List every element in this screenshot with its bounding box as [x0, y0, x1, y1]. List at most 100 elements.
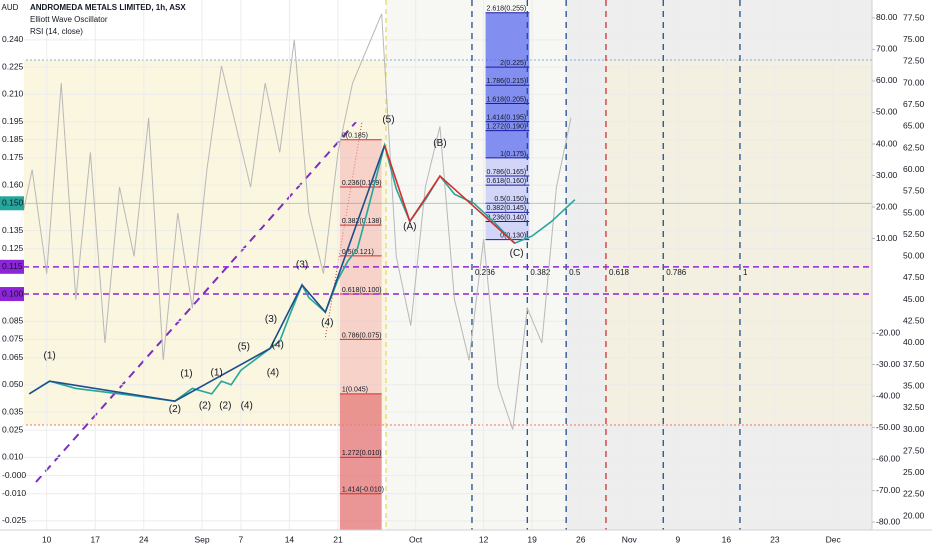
- x-tick-label: 9: [675, 534, 680, 544]
- fib-zone: [485, 157, 530, 240]
- y3-tick-label: 45.00: [903, 294, 925, 304]
- wave-label: (5): [382, 114, 394, 125]
- price-badge: [0, 196, 24, 211]
- y3-tick-label: 25.00: [903, 467, 925, 477]
- y3-tick-label: 50.00: [903, 251, 925, 261]
- y2-tick-label: 80.00: [876, 12, 898, 22]
- x-tick-label: 26: [576, 534, 586, 544]
- time-fib-label: 0.5: [569, 268, 581, 277]
- wave-label: (3): [265, 314, 277, 325]
- fib-level-label: 0.618(0.160): [487, 178, 527, 185]
- y-tick-label: 0.010: [2, 452, 24, 462]
- fib-level-label: 0.5(0.150): [494, 196, 526, 203]
- y2-tick-label: -50.00: [876, 422, 900, 432]
- wave-label: (4): [272, 340, 284, 351]
- time-fib-label: 0.786: [666, 268, 687, 277]
- fib-level-label: 2(0.225): [500, 60, 526, 67]
- y3-tick-label: 70.00: [903, 77, 925, 87]
- y-tick-label: 0.135: [2, 225, 24, 235]
- indicator-label: RSI (14, close): [30, 27, 83, 36]
- x-tick-label: 14: [285, 534, 295, 544]
- x-tick-label: 21: [333, 534, 343, 544]
- y2-tick-label: -40.00: [876, 390, 900, 400]
- fib-zone: [339, 393, 382, 530]
- wave-label: (4): [241, 400, 253, 411]
- y3-tick-label: 42.50: [903, 316, 925, 326]
- plot: 0(0.185) 0.236(0.159) 0.382(0.138) 0.5(0.12…: [3, 0, 872, 531]
- y3-tick-label: 67.50: [903, 99, 925, 109]
- wave-label: (5): [238, 341, 250, 352]
- wave-label: (A): [403, 222, 416, 233]
- y-tick-label: 0.065: [2, 352, 24, 362]
- x-tick-label: 10: [42, 534, 52, 544]
- y3-tick-label: 20.00: [903, 510, 925, 520]
- y2-tick-label: -30.00: [876, 359, 900, 369]
- x-tick-label: 19: [527, 534, 537, 544]
- y2-tick-label: 20.00: [876, 201, 898, 211]
- y-tick-label: 0.225: [2, 61, 24, 71]
- x-tick-label: Dec: [826, 534, 842, 544]
- fib-level-label: 1(0.045): [342, 387, 368, 394]
- y-tick-label: 0.075: [2, 334, 24, 344]
- fib-level-label: 0.5(0.121): [342, 249, 374, 256]
- y-tick-label: 0.175: [2, 152, 24, 162]
- x-tick-label: 7: [239, 534, 244, 544]
- trend-line: [324, 121, 363, 341]
- price-badge-label: 0.150: [2, 198, 24, 208]
- y2-tick-label: -60.00: [876, 453, 900, 463]
- y-tick-label: -0.025: [2, 515, 26, 525]
- y2-tick-label: 60.00: [876, 75, 898, 85]
- y2-tick-label: 50.00: [876, 107, 898, 117]
- indicator-label: Elliott Wave Oscillator: [30, 15, 108, 24]
- fib-level-label: 0.236(0.159): [342, 180, 382, 187]
- time-fib-label: 0.236: [475, 268, 496, 277]
- price-badge: [0, 287, 24, 302]
- fib-level-label: 0(0.130): [500, 232, 526, 239]
- zone-yellow: [22, 60, 386, 425]
- y-tick-label: 0.195: [2, 116, 24, 126]
- wave-label: (2): [199, 400, 211, 411]
- wave-label: (B): [433, 138, 446, 149]
- y3-tick-label: 57.50: [903, 186, 925, 196]
- series-line: [28, 142, 576, 402]
- y3-tick-label: 35.00: [903, 380, 925, 390]
- y-tick-label: 0.050: [2, 379, 24, 389]
- y2-tick-label: 30.00: [876, 170, 898, 180]
- wave-label: (4): [267, 368, 279, 379]
- y-tick-label: 0.185: [2, 134, 24, 144]
- x-tick-label: Sep: [194, 534, 209, 544]
- fib-level-label: 0.786(0.165): [487, 169, 527, 176]
- trend-line: [35, 121, 357, 483]
- y2-tick-label: -20.00: [876, 327, 900, 337]
- wave-label: (1): [210, 368, 222, 379]
- fib-level-label: 0.382(0.138): [342, 218, 382, 225]
- y3-tick-label: 65.00: [903, 121, 925, 131]
- y2-tick-label: 40.00: [876, 138, 898, 148]
- y3-tick-label: 47.50: [903, 272, 925, 282]
- zone-yellow-right: [605, 60, 872, 425]
- y2-tick-label: 10.00: [876, 233, 898, 243]
- y3-tick-label: 37.50: [903, 359, 925, 369]
- y-tick-label: 0.085: [2, 316, 24, 326]
- y-tick-label: 0.160: [2, 179, 24, 189]
- time-fib-label: 0.618: [609, 268, 630, 277]
- price-badge-label: 0.115: [2, 261, 23, 271]
- chart-title: ANDROMEDA METALS LIMITED, 1h, ASX: [30, 3, 186, 12]
- zone-light: [386, 0, 566, 530]
- fib-level-label: 0.382(0.145): [487, 205, 527, 212]
- y3-tick-label: 32.50: [903, 402, 925, 412]
- x-tick-label: 17: [91, 534, 101, 544]
- axes: 10 17 24 Sep 7 14 21 Oct 12 19 26 Nov 9 16 23 Dec 0.240 0…: [0, 12, 925, 544]
- wave-label: (1): [43, 350, 55, 361]
- fib-level-label: 1.272(0.010): [342, 450, 382, 457]
- y3-tick-label: 22.50: [903, 489, 925, 499]
- series-line: [383, 144, 516, 244]
- x-tick-label: Nov: [622, 534, 638, 544]
- y2-tick-label: -70.00: [876, 485, 900, 495]
- wave-label: (C): [510, 248, 524, 259]
- right-axis-bg: [872, 0, 932, 550]
- fib-level-label: 1(0.175): [500, 151, 526, 158]
- y3-tick-label: 55.00: [903, 207, 925, 217]
- time-fib-label: 1: [743, 268, 748, 277]
